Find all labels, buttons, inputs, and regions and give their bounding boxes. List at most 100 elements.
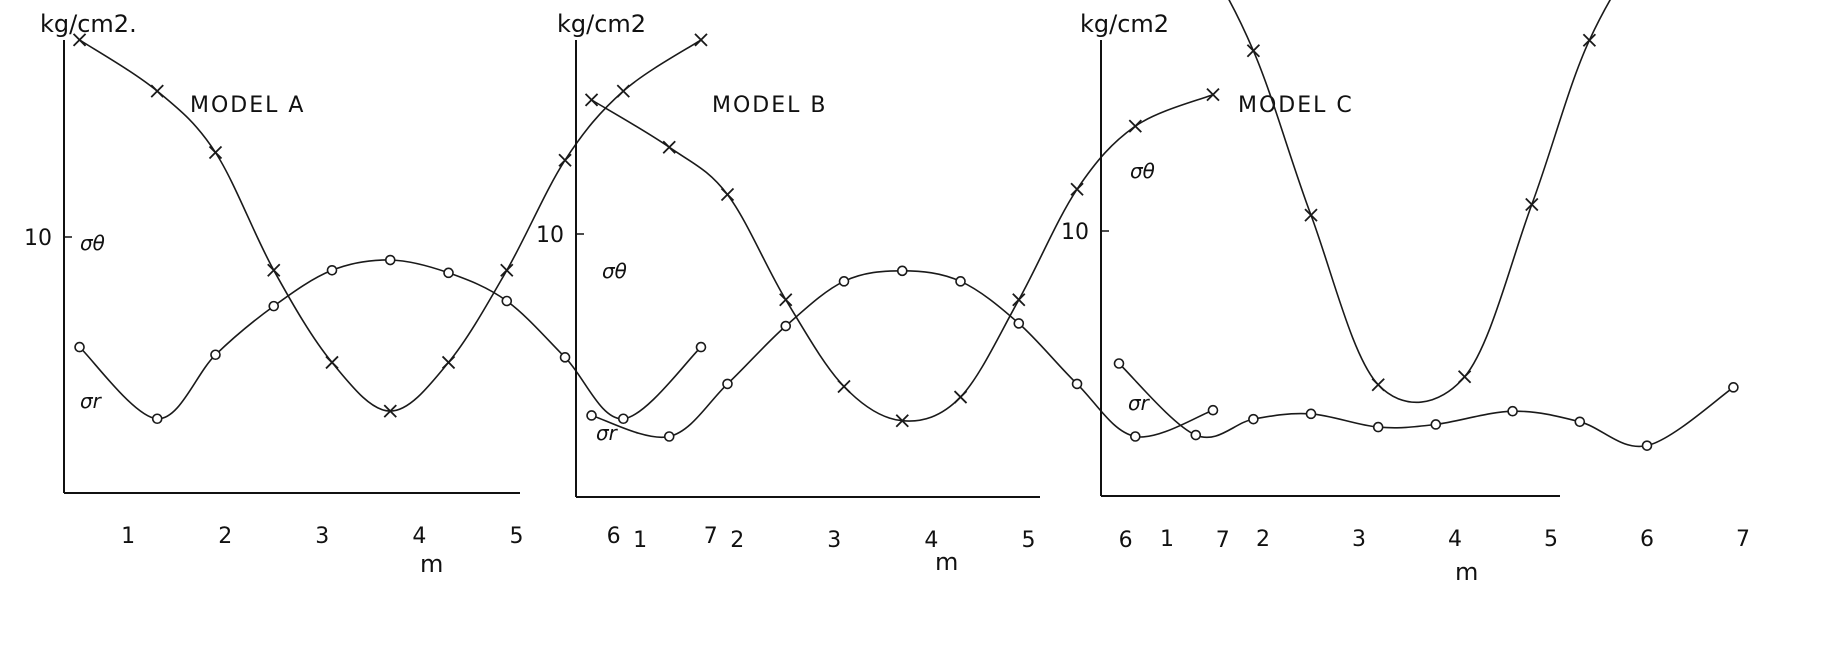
y-tick-label: 10 xyxy=(536,223,564,248)
x-tick-label: 2 xyxy=(1256,527,1270,552)
data-point-cross xyxy=(325,355,339,370)
data-point-circle xyxy=(838,276,850,287)
series-label-sigma-r: σr xyxy=(80,389,103,413)
data-point-circle xyxy=(501,295,513,307)
data-point-circle xyxy=(1207,404,1219,416)
x-tick-label: 4 xyxy=(1448,527,1462,552)
x-tick-label: 1 xyxy=(1160,527,1174,552)
data-point-circle xyxy=(1641,440,1653,451)
data-point-circle xyxy=(1728,382,1739,393)
x-axis-label: m xyxy=(1455,558,1478,586)
x-tick-label: 7 xyxy=(704,524,718,549)
data-point-circle xyxy=(1130,431,1141,442)
y-axis-unit-label: kg/cm2 xyxy=(557,10,646,38)
data-point-cross xyxy=(1371,378,1385,392)
series-label-sigma-theta: σθ xyxy=(1130,159,1155,183)
data-point-cross xyxy=(150,84,164,98)
data-point-circle xyxy=(74,341,85,353)
x-tick-label: 3 xyxy=(827,528,841,553)
series-label-sigma-r: σr xyxy=(596,421,619,445)
series-label-sigma-r: σr xyxy=(1128,391,1151,415)
x-tick-label: 5 xyxy=(1022,528,1036,553)
y-tick-label: 10 xyxy=(24,226,52,251)
data-point-cross xyxy=(1525,197,1539,212)
data-point-cross xyxy=(953,390,968,404)
data-point-circle xyxy=(896,265,908,277)
x-tick-label: 2 xyxy=(730,528,744,553)
data-point-cross xyxy=(72,33,87,47)
data-point-cross xyxy=(837,379,851,394)
data-point-cross xyxy=(1012,293,1026,307)
x-tick-label: 5 xyxy=(1544,527,1558,552)
data-point-cross xyxy=(1304,208,1318,222)
data-point-circle xyxy=(722,378,733,390)
x-tick-label: 4 xyxy=(924,528,938,553)
x-tick-label: 5 xyxy=(510,524,524,549)
data-point-cross xyxy=(208,145,223,160)
data-point-circle xyxy=(443,267,454,279)
data-point-cross xyxy=(1457,370,1472,384)
data-point-circle xyxy=(384,254,396,266)
data-point-circle xyxy=(210,349,221,361)
data-point-circle xyxy=(1372,421,1384,433)
data-point-cross xyxy=(694,33,708,47)
x-tick-label: 7 xyxy=(1736,527,1750,552)
panel-title: MODEL B xyxy=(712,93,827,118)
series-line xyxy=(79,259,702,420)
data-point-circle xyxy=(586,410,597,421)
x-tick-label: 2 xyxy=(218,524,232,549)
x-tick-label: 3 xyxy=(315,524,329,549)
data-point-cross xyxy=(1128,119,1142,133)
x-tick-label: 4 xyxy=(412,524,426,549)
data-point-cross xyxy=(584,93,599,107)
data-point-circle xyxy=(1574,416,1586,428)
data-point-cross xyxy=(558,153,572,167)
data-point-cross xyxy=(1246,44,1261,58)
data-point-circle xyxy=(559,352,571,363)
series-line xyxy=(1228,0,1611,404)
y-axis-unit-label: kg/cm2. xyxy=(40,10,137,38)
data-point-circle xyxy=(151,413,163,425)
x-tick-label: 6 xyxy=(1119,528,1133,553)
data-point-cross xyxy=(895,414,909,428)
data-point-circle xyxy=(1190,429,1202,441)
data-point-cross xyxy=(383,404,397,418)
data-point-cross xyxy=(1582,33,1597,47)
panel-model-a: kg/cm2.MODEL Am1234567102030σθσr xyxy=(24,10,718,578)
data-point-circle xyxy=(326,264,338,276)
data-point-circle xyxy=(695,341,707,353)
data-point-circle xyxy=(780,320,792,332)
data-point-circle xyxy=(1507,405,1518,417)
data-point-cross xyxy=(441,355,456,370)
y-axis-unit-label: kg/cm2 xyxy=(1080,10,1169,38)
data-point-circle xyxy=(1305,408,1317,420)
x-tick-label: 1 xyxy=(633,528,647,553)
series-line xyxy=(591,269,1214,439)
series-line xyxy=(79,39,702,412)
x-tick-label: 1 xyxy=(121,524,135,549)
data-point-circle xyxy=(1071,378,1083,390)
data-point-circle xyxy=(663,431,675,442)
data-point-circle xyxy=(268,300,280,312)
series-line xyxy=(1118,362,1734,448)
data-point-circle xyxy=(618,413,629,425)
data-point-cross xyxy=(1206,87,1220,102)
x-tick-label: 6 xyxy=(607,524,621,549)
data-point-cross xyxy=(500,263,514,277)
panel-title: MODEL C xyxy=(1238,93,1354,118)
data-point-cross xyxy=(267,263,281,277)
x-tick-label: 6 xyxy=(1640,527,1654,552)
x-axis-label: m xyxy=(420,550,443,578)
data-point-cross xyxy=(720,187,735,202)
data-point-circle xyxy=(1430,419,1442,430)
data-point-circle xyxy=(1113,358,1125,369)
data-point-cross xyxy=(616,84,630,98)
x-axis-label: m xyxy=(935,548,958,576)
y-tick-label: 10 xyxy=(1061,220,1089,245)
data-point-circle xyxy=(955,276,966,287)
series-label-sigma-theta: σθ xyxy=(80,231,105,255)
series-label-sigma-theta: σθ xyxy=(602,259,627,283)
series-line xyxy=(591,93,1214,422)
